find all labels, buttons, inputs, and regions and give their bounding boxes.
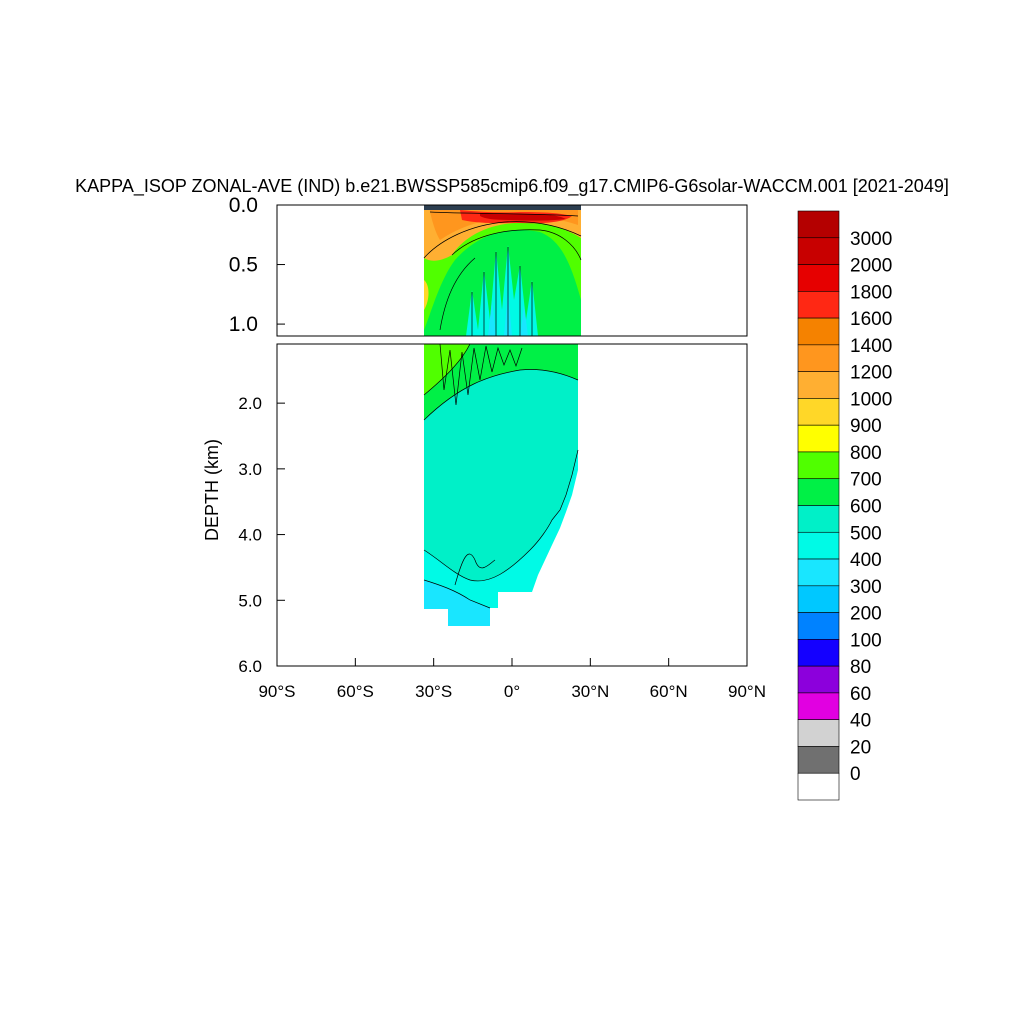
colorbar-label: 200: [850, 604, 882, 625]
upper-panel-field: [424, 205, 581, 336]
colorbar-label: 1400: [850, 336, 892, 357]
colorbar-swatch: [798, 479, 839, 506]
colorbar-swatch: [798, 452, 839, 479]
colorbar-swatch: [798, 746, 839, 773]
lower-panel-field: [424, 344, 578, 626]
colorbar-label: 40: [850, 711, 871, 732]
colorbar-swatch: [798, 532, 839, 559]
y-tick-label-upper: 0.5: [229, 254, 258, 277]
x-tick-label: 60°S: [337, 682, 374, 701]
colorbar: 3000200018001600140012001000900800700600…: [798, 211, 892, 800]
y-tick-label-lower: 3.0: [238, 460, 262, 479]
colorbar-swatch: [798, 291, 839, 318]
colorbar-swatch: [798, 238, 839, 265]
y-tick-label-lower: 4.0: [238, 526, 262, 545]
colorbar-label: 400: [850, 550, 882, 571]
colorbar-label: 1600: [850, 309, 892, 330]
x-tick-label: 90°N: [728, 682, 766, 701]
colorbar-swatch: [798, 693, 839, 720]
colorbar-swatch: [798, 613, 839, 640]
colorbar-label: 700: [850, 470, 882, 491]
colorbar-label: 3000: [850, 229, 892, 250]
x-tick-label: 30°S: [415, 682, 452, 701]
x-tick-label: 0°: [504, 682, 520, 701]
colorbar-label: 2000: [850, 256, 892, 277]
colorbar-swatch: [798, 345, 839, 372]
x-tick-label: 60°N: [650, 682, 688, 701]
colorbar-swatch: [798, 559, 839, 586]
colorbar-label: 1200: [850, 363, 892, 384]
colorbar-label: 60: [850, 684, 871, 705]
colorbar-swatch: [798, 265, 839, 292]
colorbar-label: 1000: [850, 389, 892, 410]
colorbar-label: 0: [850, 764, 861, 785]
colorbar-label: 600: [850, 497, 882, 518]
x-tick-label: 30°N: [571, 682, 609, 701]
colorbar-swatch: [798, 506, 839, 533]
y-tick-label-upper: 0.0: [229, 194, 258, 217]
y-axis-label: DEPTH (km): [202, 439, 222, 541]
y-tick-label-lower: 5.0: [238, 591, 262, 610]
colorbar-swatch: [798, 666, 839, 693]
colorbar-swatch: [798, 211, 839, 238]
colorbar-swatch: [798, 398, 839, 425]
colorbar-label: 500: [850, 523, 882, 544]
y-tick-label-upper: 1.0: [229, 313, 258, 336]
colorbar-label: 900: [850, 416, 882, 437]
colorbar-swatch: [798, 586, 839, 613]
colorbar-label: 80: [850, 657, 871, 678]
colorbar-swatch: [798, 773, 839, 800]
colorbar-swatch: [798, 425, 839, 452]
y-tick-label-lower: 2.0: [238, 394, 262, 413]
colorbar-swatch: [798, 372, 839, 399]
colorbar-swatch: [798, 639, 839, 666]
colorbar-label: 100: [850, 630, 882, 651]
colorbar-label: 1800: [850, 282, 892, 303]
colorbar-swatch: [798, 318, 839, 345]
colorbar-label: 300: [850, 577, 882, 598]
y-tick-label-lower: 6.0: [238, 657, 262, 676]
x-tick-label: 90°S: [258, 682, 295, 701]
colorbar-swatch: [798, 720, 839, 747]
colorbar-label: 20: [850, 737, 871, 758]
colorbar-label: 800: [850, 443, 882, 464]
